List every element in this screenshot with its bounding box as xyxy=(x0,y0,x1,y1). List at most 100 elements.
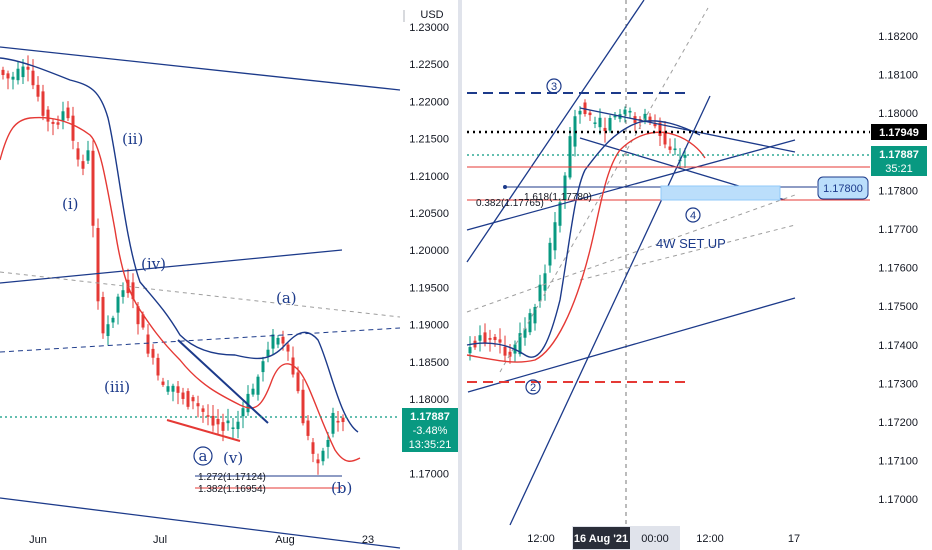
candle-body xyxy=(271,334,275,349)
right-y-tick: 1.17400 xyxy=(878,340,918,352)
candle-body xyxy=(498,339,502,343)
right-y-tick: 1.17100 xyxy=(878,456,918,468)
candle-body xyxy=(311,442,315,454)
right-y-axis: 1.182001.181001.180001.179001.178001.177… xyxy=(878,31,918,506)
candle-body xyxy=(306,420,310,436)
right-x-axis: 12:00 16 Aug '21 00:00 12:00 17 xyxy=(527,533,800,545)
candle-body xyxy=(111,317,115,323)
candle-body xyxy=(241,408,245,417)
candle-body xyxy=(508,351,512,357)
dashed-channel-line xyxy=(0,327,401,353)
candle-body xyxy=(568,136,572,178)
wave-label-a: (a) xyxy=(276,289,297,307)
right-x-tick: 12:00 xyxy=(696,533,724,545)
candle-body xyxy=(673,148,677,151)
candle-body xyxy=(141,314,145,328)
candle-body xyxy=(6,73,10,79)
candle-body xyxy=(563,175,567,200)
candle-body xyxy=(51,121,55,124)
candle-body xyxy=(518,333,522,355)
candle-body xyxy=(231,427,235,429)
level-1-box xyxy=(871,124,927,140)
candle-body xyxy=(41,91,45,116)
candle-body xyxy=(478,335,482,341)
level-2-box xyxy=(871,146,927,176)
candle-body xyxy=(296,372,300,392)
candle-body xyxy=(186,391,190,407)
candle-body xyxy=(96,227,100,302)
candle-body xyxy=(66,107,70,119)
candle-body xyxy=(11,76,15,80)
candle-body xyxy=(236,421,240,430)
candle-body xyxy=(36,84,40,97)
candle-body xyxy=(653,123,657,127)
candle-body xyxy=(256,376,260,395)
candle-body xyxy=(483,332,487,344)
candle-body xyxy=(196,403,200,407)
wave-circle-2-label: 2 xyxy=(530,382,536,394)
candle-body xyxy=(331,412,335,434)
right-x-tick: 16 Aug '21 xyxy=(574,533,628,545)
right-y-tick: 1.18200 xyxy=(878,31,918,43)
candle-body xyxy=(316,459,320,464)
candle-body xyxy=(488,337,492,340)
level-3-label-box[interactable] xyxy=(817,176,869,200)
wave-circle-a xyxy=(193,446,213,466)
pitchfork-lower xyxy=(467,297,796,393)
candle-body xyxy=(91,150,95,226)
candle-body xyxy=(226,420,230,424)
wave-label-v: (v) xyxy=(223,449,243,467)
left-y-tick: 1.19500 xyxy=(409,282,449,294)
right-y-tick: 1.17500 xyxy=(878,301,918,313)
left-y-tick: 1.22000 xyxy=(409,96,449,108)
right-y-tick: 1.17200 xyxy=(878,417,918,429)
wave-circle-3 xyxy=(546,78,562,94)
left-last-price-box xyxy=(402,408,458,452)
candle-body xyxy=(136,306,140,325)
wave-circle-4-label: 4 xyxy=(690,210,696,222)
wave-circle-a-label: a xyxy=(199,447,208,465)
left-y-tick: 1.19000 xyxy=(409,320,449,332)
candle-body xyxy=(583,102,587,115)
right-y-tick: 1.18000 xyxy=(878,108,918,120)
left-x-tick: Aug xyxy=(275,534,295,546)
right-x-tick: 00:00 xyxy=(641,533,669,545)
candle-body xyxy=(533,306,537,324)
candle-body xyxy=(21,66,25,78)
candle-body xyxy=(151,348,155,358)
candle-body xyxy=(301,389,305,424)
fib-1382-label: 1.382(1.16954) xyxy=(198,484,266,495)
candle-body xyxy=(161,381,165,385)
candle-body xyxy=(116,296,120,313)
level-2-countdown: 35:21 xyxy=(885,163,913,175)
panel-divider[interactable] xyxy=(458,0,462,550)
left-y-tick: 1.18000 xyxy=(409,394,449,406)
mid-channel-line xyxy=(0,249,343,284)
candle-body xyxy=(658,122,662,136)
candle-body xyxy=(493,336,497,341)
left-last-change: -3.48% xyxy=(413,425,448,437)
wave-label-iii: (iii) xyxy=(104,378,130,396)
left-y-tick: 1.20500 xyxy=(409,208,449,220)
candle-body xyxy=(668,146,672,150)
wedge-upper xyxy=(579,107,796,153)
right-y-tick: 1.17300 xyxy=(878,378,918,390)
left-y-tick: 1.22500 xyxy=(409,59,449,71)
red-moving-average xyxy=(0,116,361,462)
candle-body xyxy=(503,346,507,356)
candle-body xyxy=(281,336,285,344)
wave-circle-3-label: 3 xyxy=(551,81,557,93)
right-blue-moving-average xyxy=(466,120,701,358)
candle-body xyxy=(623,109,627,115)
candle-body xyxy=(1,69,5,76)
level-3-price: 1.17800 xyxy=(823,183,863,195)
left-y-tick: 1.23000 xyxy=(409,22,449,34)
candle-body xyxy=(221,422,225,431)
candle-body xyxy=(131,282,135,300)
candle-body xyxy=(588,112,592,116)
level-3-anchor xyxy=(503,185,507,189)
wave-circle-4 xyxy=(685,207,701,223)
candle-body xyxy=(71,115,75,141)
wave-label-b: (b) xyxy=(331,479,352,497)
